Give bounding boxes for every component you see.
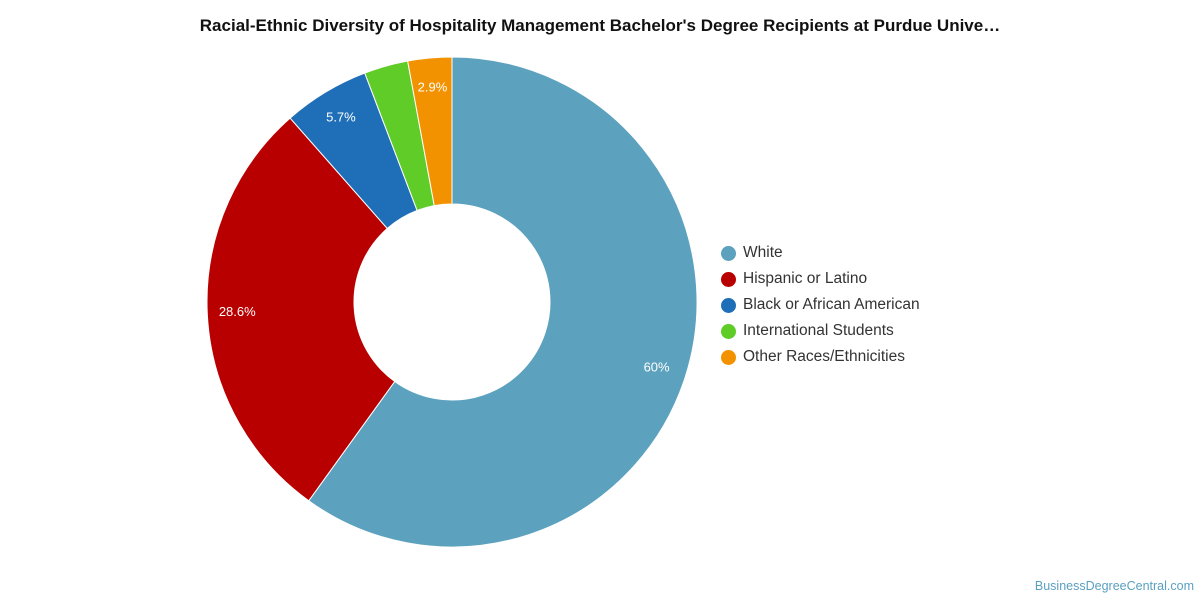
legend-label: Black or African American (743, 296, 920, 313)
legend-marker-icon (721, 271, 736, 287)
slice-data-label: 2.9% (418, 79, 448, 94)
legend-item-black-or-african-american[interactable]: Black or African American (721, 292, 920, 318)
legend-item-international-students[interactable]: International Students (721, 318, 920, 344)
legend-item-white[interactable]: White (721, 240, 920, 266)
slice-white[interactable] (308, 56, 698, 548)
legend-marker-icon (721, 323, 736, 339)
legend-label: Hispanic or Latino (743, 270, 868, 287)
slice-data-label: 60% (644, 359, 670, 374)
legend-marker-icon (721, 297, 736, 313)
source-credit[interactable]: BusinessDegreeCentral.com (1034, 579, 1194, 593)
chart-title: Racial-Ethnic Diversity of Hospitality M… (199, 16, 1001, 35)
slice-data-label: 5.7% (326, 109, 356, 124)
slice-other-races-ethnicities[interactable] (407, 56, 453, 207)
legend-marker-icon (721, 349, 736, 365)
legend-label: White (743, 244, 783, 261)
chart-legend: White Hispanic or Latino Black or African … (721, 240, 920, 370)
legend-label: International Students (743, 322, 894, 339)
legend-item-hispanic-or-latino[interactable]: Hispanic or Latino (721, 266, 920, 292)
slice-data-label: 28.6% (219, 304, 256, 319)
legend-marker-icon (721, 245, 736, 261)
legend-item-other-races-ethnicities[interactable]: Other Races/Ethnicities (721, 344, 920, 370)
slice-hispanic-or-latino[interactable] (206, 117, 396, 502)
legend-label: Other Races/Ethnicities (743, 348, 905, 365)
